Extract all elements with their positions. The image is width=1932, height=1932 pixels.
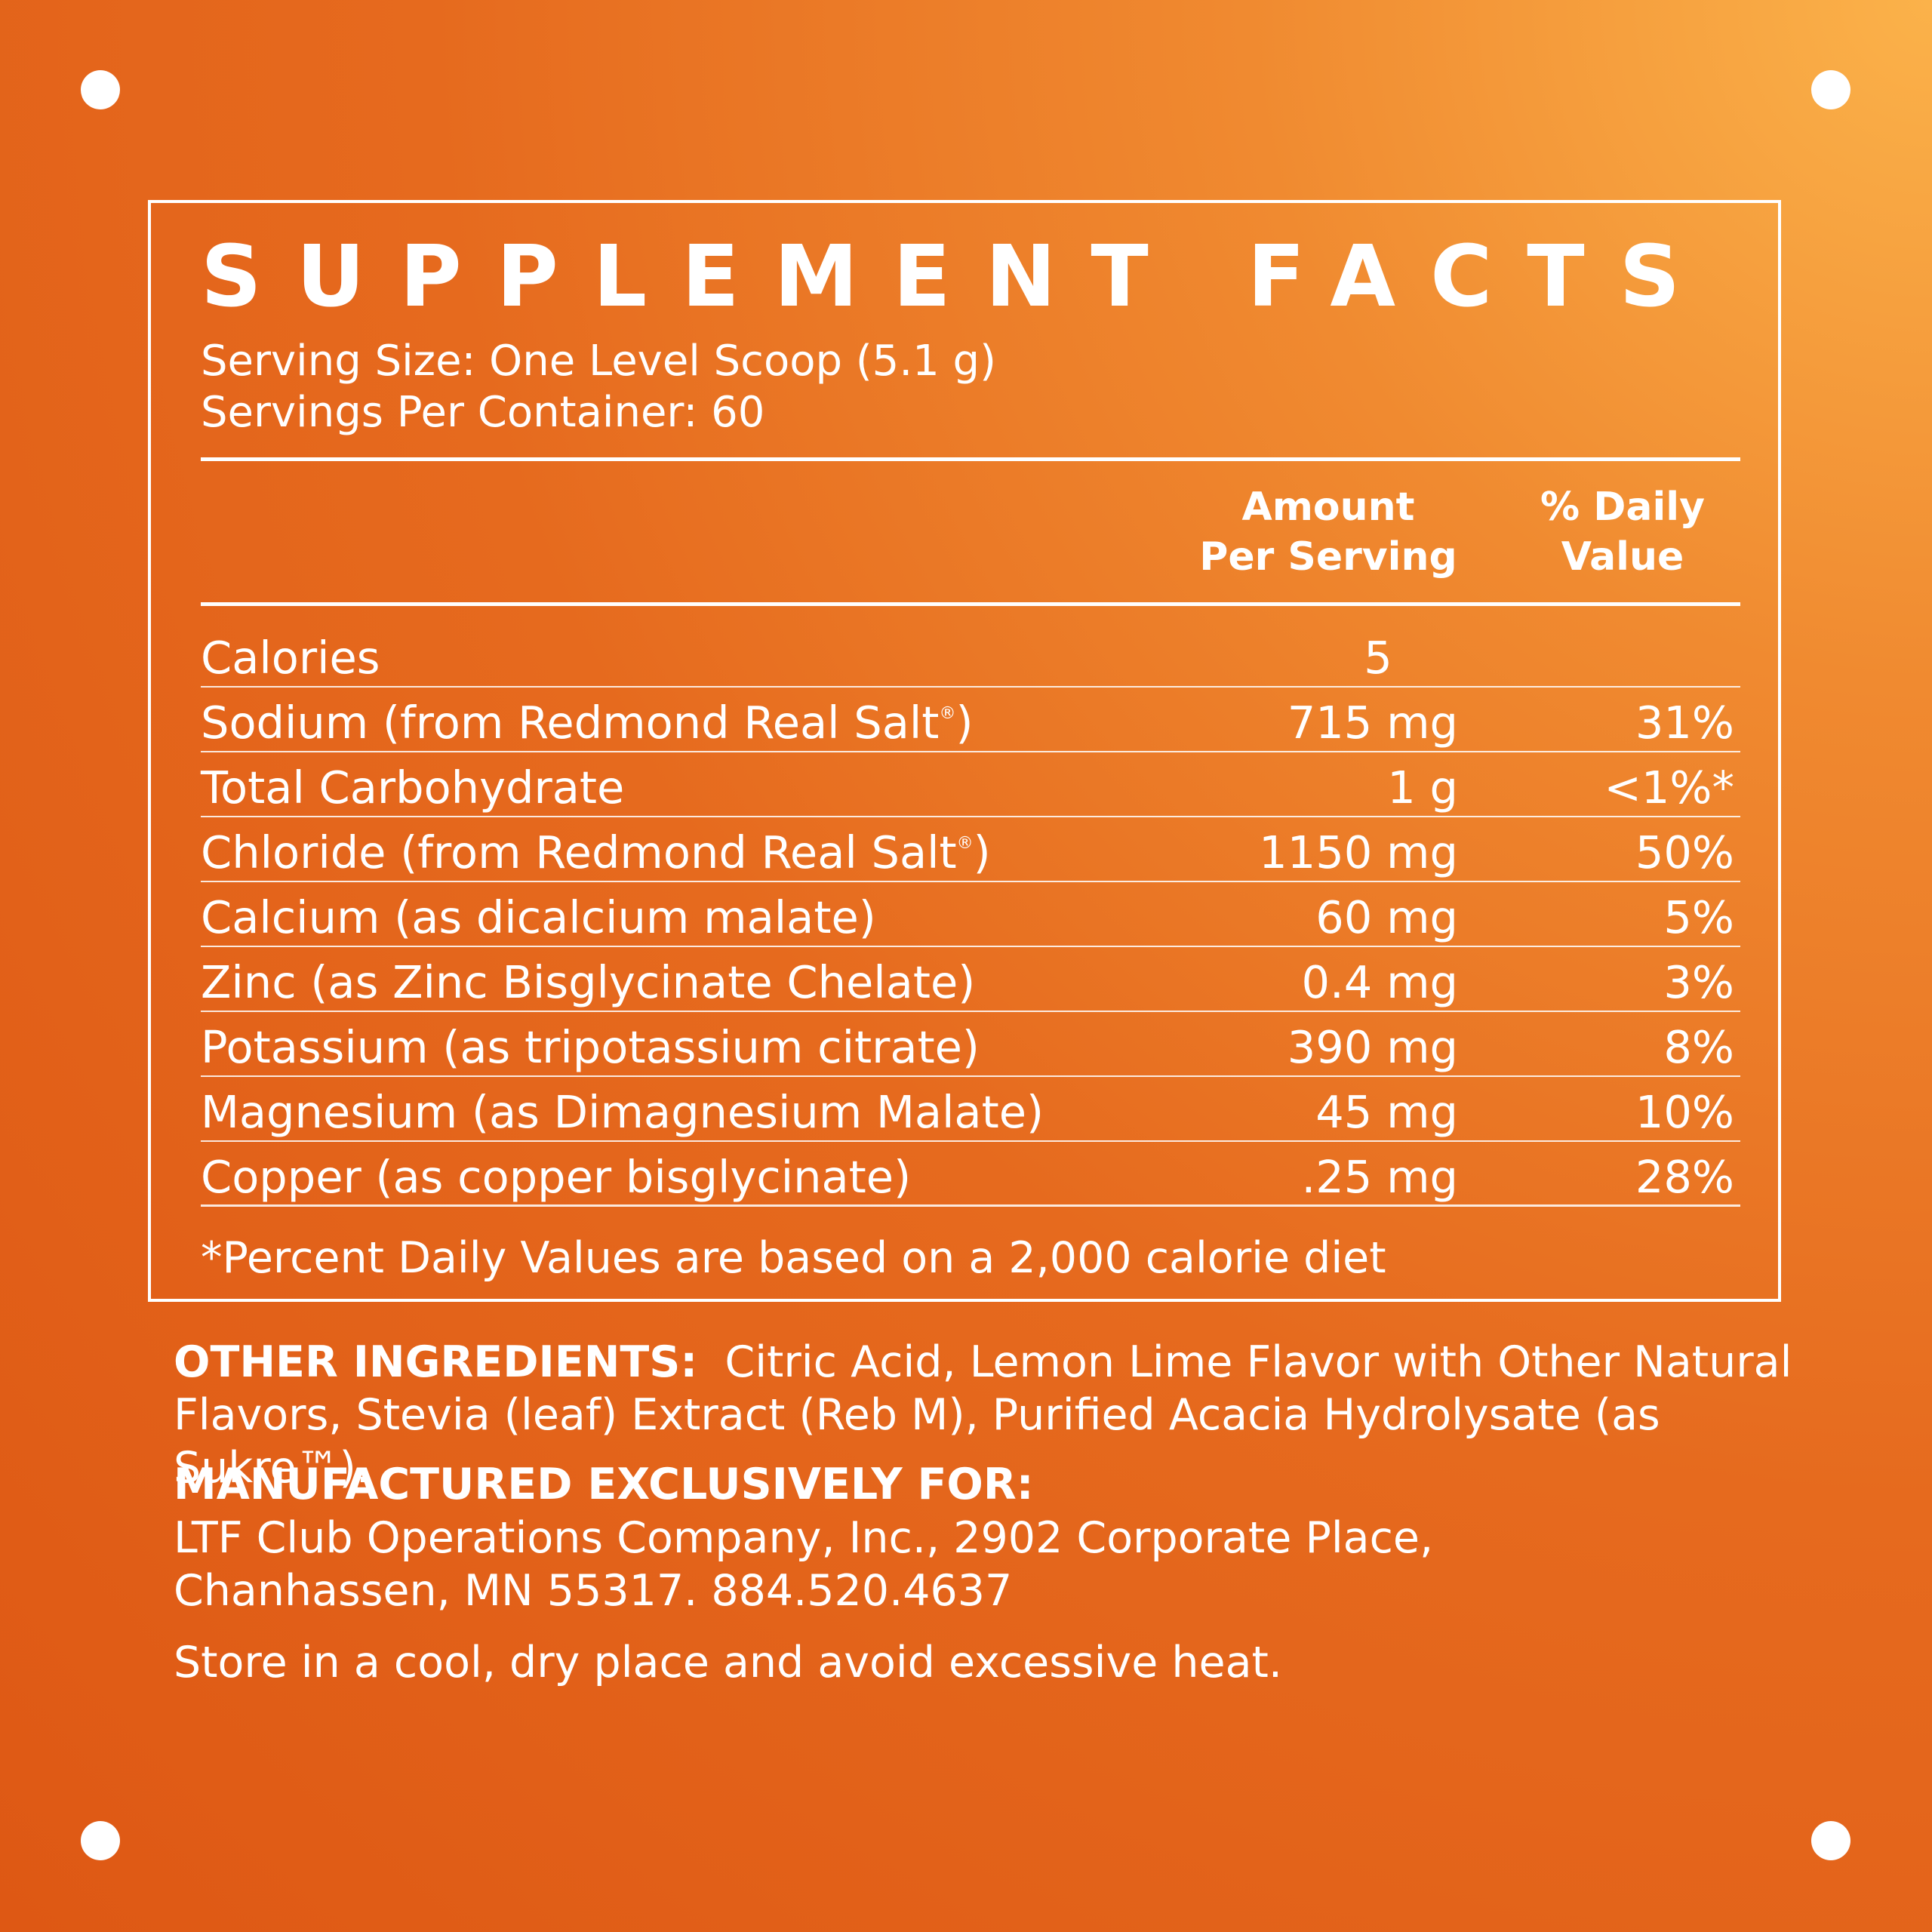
row-divider bbox=[201, 881, 1740, 882]
divider bbox=[201, 457, 1740, 461]
corner-dot bbox=[1811, 70, 1850, 109]
nutrient-amount: 390 mg bbox=[1287, 1021, 1458, 1073]
amount-header: Amount Per Serving bbox=[1177, 482, 1479, 582]
table-row: Total Carbohydrate 1 g <1%* bbox=[201, 752, 1740, 817]
corner-dot bbox=[1811, 1821, 1850, 1860]
nutrient-amount: 0.4 mg bbox=[1301, 956, 1458, 1008]
nutrient-name: Magnesium (as Dimagnesium Malate) bbox=[201, 1086, 1044, 1138]
row-divider bbox=[201, 1075, 1740, 1077]
nutrient-amount: 60 mg bbox=[1315, 891, 1458, 943]
table-row: Magnesium (as Dimagnesium Malate) 45 mg … bbox=[201, 1077, 1740, 1142]
nutrient-daily-value: 3% bbox=[1663, 956, 1734, 1008]
table-row: Chloride (from Redmond Real Salt®) 1150 … bbox=[201, 817, 1740, 882]
nutrient-daily-value: 10% bbox=[1635, 1086, 1734, 1138]
nutrient-daily-value: 28% bbox=[1635, 1151, 1734, 1203]
nutrient-amount: 715 mg bbox=[1287, 697, 1458, 749]
nutrient-name: Potassium (as tripotassium citrate) bbox=[201, 1021, 980, 1073]
nutrient-amount: 5 bbox=[1364, 632, 1392, 684]
manufacturer-line1: LTF Club Operations Company, Inc., 2902 … bbox=[174, 1513, 1434, 1563]
row-divider bbox=[201, 686, 1740, 688]
other-ingredients: OTHER INGREDIENTS: Citric Acid, Lemon Li… bbox=[174, 1336, 1819, 1494]
corner-dot bbox=[81, 1821, 120, 1860]
daily-value-header: % Daily Value bbox=[1509, 482, 1736, 582]
table-row: Potassium (as tripotassium citrate) 390 … bbox=[201, 1012, 1740, 1077]
nutrient-name: Sodium (from Redmond Real Salt®) bbox=[201, 697, 974, 749]
nutrient-daily-value: 50% bbox=[1635, 826, 1734, 878]
table-row: Calories 5 bbox=[201, 623, 1740, 688]
table-row: Calcium (as dicalcium malate) 60 mg 5% bbox=[201, 882, 1740, 947]
table-row: Copper (as copper bisglycinate) .25 mg 2… bbox=[201, 1142, 1740, 1207]
manufacturer-address: LTF Club Operations Company, Inc., 2902 … bbox=[174, 1512, 1819, 1617]
divider bbox=[201, 602, 1740, 606]
amount-header-line1: Amount bbox=[1241, 485, 1415, 530]
amount-header-line2: Per Serving bbox=[1199, 534, 1457, 580]
table-row: Sodium (from Redmond Real Salt®) 715 mg … bbox=[201, 688, 1740, 752]
manufacturer-label: MANUFACTURED EXCLUSIVELY FOR: bbox=[174, 1460, 1034, 1509]
nutrient-daily-value: 31% bbox=[1635, 697, 1734, 749]
servings-per-container: Servings Per Container: 60 bbox=[201, 388, 765, 437]
other-ingredients-text: Citric Acid, Lemon Lime Flavor with Othe… bbox=[174, 1337, 1792, 1493]
row-divider bbox=[201, 946, 1740, 947]
row-divider bbox=[201, 1140, 1740, 1142]
dv-header-line2: Value bbox=[1561, 534, 1684, 580]
nutrient-name: Calories bbox=[201, 632, 380, 684]
nutrient-amount: 1 g bbox=[1387, 761, 1458, 814]
nutrient-name: Zinc (as Zinc Bisglycinate Chelate) bbox=[201, 956, 976, 1008]
row-divider bbox=[201, 1204, 1740, 1207]
row-divider bbox=[201, 751, 1740, 752]
nutrient-name: Calcium (as dicalcium malate) bbox=[201, 891, 876, 943]
nutrient-name: Total Carbohydrate bbox=[201, 761, 625, 814]
dv-header-line1: % Daily bbox=[1540, 485, 1705, 530]
table-row: Zinc (as Zinc Bisglycinate Chelate) 0.4 … bbox=[201, 947, 1740, 1012]
panel-title: SUPPLEMENT FACTS bbox=[201, 228, 1715, 326]
storage-instructions: Store in a cool, dry place and avoid exc… bbox=[174, 1638, 1282, 1687]
nutrient-amount: 45 mg bbox=[1315, 1086, 1458, 1138]
supplement-facts-panel: SUPPLEMENT FACTS Serving Size: One Level… bbox=[148, 200, 1781, 1302]
nutrient-name: Chloride (from Redmond Real Salt®) bbox=[201, 826, 991, 878]
other-ingredients-label: OTHER INGREDIENTS: bbox=[174, 1337, 698, 1387]
row-divider bbox=[201, 816, 1740, 817]
nutrient-name: Copper (as copper bisglycinate) bbox=[201, 1151, 912, 1203]
nutrient-daily-value: <1%* bbox=[1604, 761, 1734, 814]
nutrient-daily-value: 8% bbox=[1663, 1021, 1734, 1073]
nutrient-amount: 1150 mg bbox=[1259, 826, 1458, 878]
serving-size: Serving Size: One Level Scoop (5.1 g) bbox=[201, 337, 996, 386]
corner-dot bbox=[81, 70, 120, 109]
daily-value-footnote: *Percent Daily Values are based on a 2,0… bbox=[201, 1233, 1386, 1283]
row-divider bbox=[201, 1011, 1740, 1012]
nutrient-daily-value: 5% bbox=[1663, 891, 1734, 943]
nutrient-amount: .25 mg bbox=[1301, 1151, 1458, 1203]
manufacturer-line2: Chanhassen, MN 55317. 884.520.4637 bbox=[174, 1566, 1013, 1616]
